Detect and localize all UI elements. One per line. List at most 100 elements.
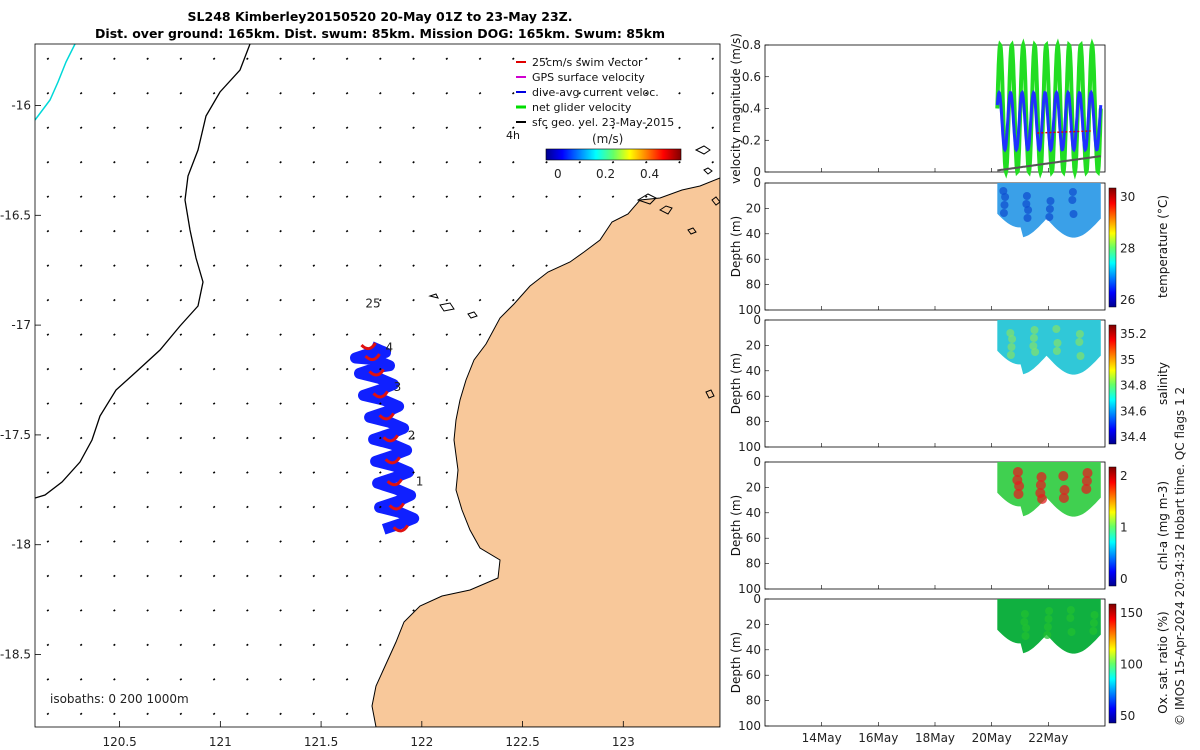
vector-arrow [79, 471, 83, 474]
vector-arrow [345, 333, 349, 336]
vector-arrow [113, 298, 116, 302]
salinity-sample [1075, 338, 1084, 346]
vector-arrow [79, 505, 83, 509]
vector-arrow [312, 229, 316, 233]
chla-depth-tick-label: 100 [738, 582, 761, 596]
vector-arrow [312, 678, 316, 681]
oxygen-sample [1020, 610, 1029, 618]
vector-arrow [345, 57, 349, 61]
vector-arrow [312, 471, 316, 474]
chla-sample [1035, 480, 1046, 490]
oxygen-colorbar-tick: 150 [1120, 606, 1143, 620]
vector-arrow [312, 609, 316, 612]
map-xtick-label: 122 [410, 735, 433, 749]
vector-arrow [412, 505, 415, 509]
oxygen-depth-tick-label: 0 [753, 592, 761, 606]
vector-arrow [46, 298, 50, 302]
vector-arrow [246, 298, 249, 302]
vector-arrow [678, 57, 681, 61]
vector-arrow [345, 298, 349, 302]
chla-section [997, 462, 1101, 517]
vector-arrow [478, 92, 482, 95]
vector-arrow [445, 92, 449, 95]
vector-arrow [379, 160, 382, 164]
vector-arrow [644, 160, 648, 164]
vector-arrow [146, 402, 149, 405]
vector-arrow [113, 229, 116, 233]
chla-sample [1058, 471, 1069, 481]
chla-colorbar-tick: 2 [1120, 469, 1128, 483]
vector-arrow [212, 678, 216, 681]
vector-arrow [79, 298, 83, 302]
vector-arrow [246, 540, 249, 543]
chla-colorbar-tick: 0 [1120, 572, 1128, 586]
vector-arrow [345, 471, 349, 474]
colorbar-tick-0: 0 [554, 167, 562, 181]
temperature-sample [1024, 206, 1033, 214]
vector-arrow [246, 574, 249, 578]
map-legend: 25cm/s swim vector GPS surface velocity … [506, 56, 682, 181]
salinity-sample [1008, 335, 1017, 343]
vector-arrow [412, 402, 415, 405]
vector-arrow [379, 540, 382, 543]
vector-arrow [445, 402, 449, 405]
swim-vector [368, 368, 385, 377]
vector-arrow [212, 643, 216, 647]
vector-arrow [46, 333, 50, 336]
salinity-colorbar-tick: 35.2 [1120, 327, 1147, 341]
vector-arrow [345, 436, 349, 440]
map-ytick-label: -16 [11, 98, 31, 112]
vector-arrow [113, 609, 116, 612]
oxygen-colorbar-tick: 100 [1120, 658, 1143, 672]
vector-arrow [79, 540, 83, 543]
vector-arrow [113, 574, 116, 578]
vector-arrow [345, 540, 349, 543]
temperature-colorbar-tick: 26 [1120, 293, 1135, 307]
vector-arrow [246, 471, 249, 474]
vector-arrow [146, 471, 149, 474]
swim-velocity-series [1037, 130, 1091, 134]
vector-arrow [46, 92, 50, 95]
temperature-sample [1046, 197, 1055, 205]
velocity-ytick-label: 0.6 [742, 70, 761, 84]
title-line-1: SL248 Kimberley20150520 20-May 01Z to 23… [187, 9, 573, 24]
vector-arrow [379, 92, 382, 95]
vector-arrow [312, 436, 316, 440]
vector-arrow [279, 643, 282, 647]
vector-arrow [79, 643, 83, 647]
vector-arrow [644, 126, 648, 129]
vector-arrow [379, 643, 382, 647]
vector-arrow [578, 160, 582, 164]
vector-arrow [79, 367, 83, 371]
vector-arrow [445, 229, 449, 233]
vector-arrow [412, 609, 415, 612]
vector-arrow [212, 367, 216, 371]
vector-arrow [478, 126, 482, 129]
chla-sample [1081, 476, 1092, 486]
vector-arrow [445, 264, 449, 267]
vector-arrow [246, 678, 249, 681]
vector-arrow [179, 264, 183, 267]
oxygen-sample [1020, 618, 1029, 626]
vector-arrow [146, 712, 149, 716]
vector-arrow [46, 436, 50, 440]
legend-swim: 25cm/s swim vector [532, 56, 643, 69]
vector-arrow [445, 57, 449, 61]
vector-arrow [79, 436, 83, 440]
temperature-label: temperature (°C) [1156, 195, 1170, 298]
vector-arrow [345, 609, 349, 612]
vector-arrow [412, 471, 415, 474]
temperature-depth-tick-label: 60 [746, 252, 761, 266]
vector-arrow [545, 195, 548, 198]
vector-arrow [445, 195, 449, 198]
track-label: 1 [416, 474, 424, 488]
vector-arrow [445, 540, 449, 543]
vector-arrow [212, 333, 216, 336]
oxygen-depth-label: Depth (m) [729, 632, 743, 693]
vector-arrow [113, 195, 116, 198]
temperature-sample [1023, 214, 1032, 222]
chla-sample [1036, 472, 1047, 482]
map-ytick-label: -18 [11, 538, 31, 552]
vector-arrow [179, 229, 183, 233]
vector-arrow [345, 264, 349, 267]
